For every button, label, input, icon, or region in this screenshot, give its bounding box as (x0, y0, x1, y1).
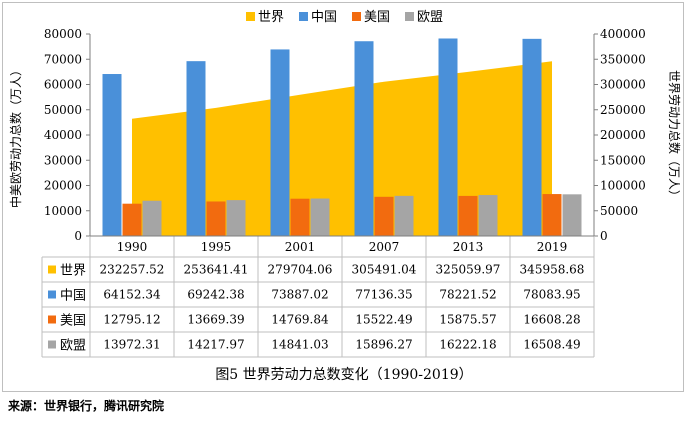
table-row-label: 欧盟 (60, 339, 86, 354)
plot-area (102, 38, 582, 237)
category-label: 2007 (369, 240, 400, 254)
table-cell: 73887.02 (271, 288, 328, 302)
bar-美国-2019 (542, 194, 562, 236)
table-cell: 232257.52 (100, 263, 165, 277)
table-row-swatch-欧盟 (48, 340, 56, 349)
table-cell: 16508.49 (523, 338, 580, 352)
table-cell: 325059.97 (436, 263, 501, 277)
bar-欧盟-1990 (142, 200, 162, 236)
bar-美国-1995 (206, 201, 226, 236)
table-cell: 279704.06 (268, 263, 333, 277)
y-right-tick-label: 0 (600, 229, 608, 243)
bar-中国-2013 (438, 38, 458, 236)
table-row-label: 美国 (60, 314, 86, 329)
bar-美国-2013 (458, 195, 478, 236)
y-right-tick-label: 200000 (600, 128, 646, 142)
legend-swatch-欧盟 (405, 12, 414, 21)
legend: 世界 中国 美国 欧盟 (246, 10, 443, 25)
y-axis-right-label: 世界劳动力总数（万人） (667, 70, 682, 202)
chart-frame (2, 2, 684, 392)
y-right-tick-label: 350000 (600, 52, 646, 66)
table-row-label: 中国 (60, 289, 86, 304)
table-cell: 14217.97 (187, 338, 244, 352)
y-axis-left: 0 10000 20000 30000 40000 50000 60000 70000 8000… (44, 27, 91, 243)
table-cell: 14841.03 (271, 338, 328, 352)
y-right-tick-label: 400000 (600, 27, 646, 41)
y-left-tick-label: 70000 (44, 52, 82, 66)
y-left-tick-label: 40000 (44, 128, 82, 142)
table-cell: 64152.34 (103, 288, 161, 302)
table-cell: 305491.04 (352, 263, 417, 277)
bar-欧盟-2013 (478, 195, 498, 236)
y-left-tick-label: 50000 (44, 103, 82, 117)
bar-欧盟-2019 (562, 194, 582, 236)
bar-美国-1990 (122, 203, 142, 236)
category-label: 2013 (453, 240, 484, 254)
y-left-tick-label: 30000 (44, 153, 82, 167)
table-cell: 16608.28 (523, 313, 580, 327)
table-cell: 13669.39 (187, 313, 244, 327)
bar-中国-1990 (102, 74, 122, 236)
y-right-tick-label: 100000 (600, 179, 646, 193)
table-cell: 345958.68 (520, 263, 585, 277)
category-label: 1990 (117, 240, 148, 254)
legend-swatch-中国 (299, 12, 308, 21)
bar-中国-1995 (186, 61, 206, 236)
y-axis-left-label: 中美欧劳动力总数（万人） (8, 64, 23, 208)
legend-swatch-世界 (246, 12, 255, 21)
table-cell: 13972.31 (103, 338, 160, 352)
y-left-tick-label: 80000 (44, 27, 82, 41)
y-right-tick-label: 300000 (600, 78, 646, 92)
table-cell: 14769.84 (271, 313, 329, 327)
bar-中国-2001 (270, 49, 290, 237)
legend-label: 中国 (311, 10, 337, 25)
bar-欧盟-2007 (394, 195, 414, 236)
table-cell: 69242.38 (187, 288, 244, 302)
table-cell: 77136.35 (355, 288, 412, 302)
data-table: 1990 1995 2001 2007 2013 2019 世界 232257.52 25364… (41, 235, 595, 358)
y-right-tick-label: 150000 (600, 153, 646, 167)
table-cell: 78083.95 (523, 288, 580, 302)
bar-美国-2001 (290, 198, 310, 236)
y-right-tick-label: 50000 (600, 204, 638, 218)
table-cell: 16222.18 (439, 338, 496, 352)
legend-label: 世界 (258, 10, 284, 25)
table-cell: 253641.41 (184, 263, 249, 277)
bar-中国-2019 (522, 38, 542, 236)
y-left-tick-label: 60000 (44, 78, 82, 92)
table-cell: 15522.49 (355, 313, 412, 327)
category-label: 2001 (285, 240, 316, 254)
y-right-tick-label: 250000 (600, 103, 646, 117)
y-axis-right: 0 50000 100000 150000 200000 250000 300000 3500… (593, 27, 646, 243)
table-row-label: 世界 (60, 264, 86, 279)
category-label: 1995 (201, 240, 232, 254)
table-cell: 15896.27 (355, 338, 412, 352)
y-left-tick-label: 0 (74, 229, 82, 243)
bar-中国-2007 (354, 41, 374, 237)
table-cell: 78221.52 (439, 288, 496, 302)
table-cell: 12795.12 (103, 313, 160, 327)
category-label: 2019 (537, 240, 568, 254)
bar-美国-2007 (374, 196, 394, 236)
bar-欧盟-1995 (226, 200, 246, 236)
bar-欧盟-2001 (310, 198, 330, 236)
table-row-swatch-世界 (48, 265, 56, 274)
legend-swatch-美国 (352, 12, 361, 21)
table-row-swatch-中国 (48, 290, 56, 299)
y-left-tick-label: 20000 (44, 179, 82, 193)
figure-caption: 图5 世界劳动力总数变化（1990-2019） (215, 367, 473, 383)
source-note: 来源：世界银行，腾讯研究院 (8, 399, 165, 413)
table-cell: 15875.57 (439, 313, 496, 327)
table-row-swatch-美国 (48, 315, 56, 324)
y-left-tick-label: 10000 (44, 204, 82, 218)
legend-label: 欧盟 (417, 10, 443, 25)
legend-label: 美国 (364, 10, 390, 25)
